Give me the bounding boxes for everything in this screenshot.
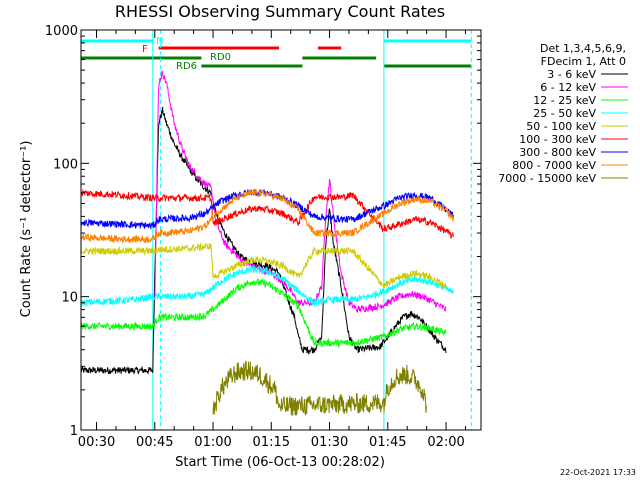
legend-label: 3 - 6 keV xyxy=(547,68,596,81)
axis-ticks: 00:30 00:45 01:00 01:15 01:30 01:45 02:00 1 10 10… xyxy=(45,24,481,450)
plot-frame xyxy=(80,29,482,431)
x-tick-label: 01:15 xyxy=(253,435,290,450)
x-tick-label: 01:45 xyxy=(369,435,406,450)
y-tick-label: 10 xyxy=(61,291,78,306)
x-tick-label: 01:30 xyxy=(311,435,348,450)
x-tick-label: 00:45 xyxy=(136,435,173,450)
y-tick-label: 1000 xyxy=(45,24,78,39)
chart-title: RHESSI Observing Summary Count Rates xyxy=(115,2,445,21)
plot-background xyxy=(81,30,481,430)
series-line-12-25-kev xyxy=(80,277,447,349)
legend-label: 12 - 25 keV xyxy=(533,94,596,107)
legend-header: Det 1,3,4,5,6,9, xyxy=(540,42,626,55)
series-line-800-7000-kev xyxy=(80,188,454,244)
legend-label: 50 - 100 keV xyxy=(526,120,596,133)
legend-label: 800 - 7000 keV xyxy=(512,159,596,172)
y-tick-label: 100 xyxy=(53,157,78,172)
annotation-rd0: RD0 xyxy=(210,52,231,63)
plot-border xyxy=(80,29,482,431)
annotation-labels: NF RD0 RD6 xyxy=(142,36,231,72)
series-line-3-6-kev xyxy=(80,106,447,375)
series-line-25-50-kev xyxy=(80,264,454,308)
series-line-300-800-kev xyxy=(80,188,454,231)
legend: Det 1,3,4,5,6,9,FDecim 1, Att 03 - 6 keV… xyxy=(498,42,628,185)
y-axis-label: Count Rate (s⁻¹ detector⁻¹) xyxy=(19,141,34,318)
legend-header: FDecim 1, Att 0 xyxy=(541,55,626,68)
series-lines xyxy=(80,70,454,416)
legend-label: 300 - 800 keV xyxy=(519,146,596,159)
x-axis-label: Start Time (06-Oct-13 00:28:02) xyxy=(175,455,385,470)
footer-timestamp: 22-Oct-2021 17:33 xyxy=(560,468,636,477)
annotation-rd6: RD6 xyxy=(176,61,197,72)
state-bars xyxy=(81,39,472,68)
legend-label: 25 - 50 keV xyxy=(533,107,596,120)
legend-label: 100 - 300 keV xyxy=(519,133,596,146)
legend-label: 6 - 12 keV xyxy=(540,81,596,94)
series-line-6-12-kev xyxy=(154,70,447,313)
x-tick-label: 00:30 xyxy=(78,435,115,450)
plot-area xyxy=(81,30,481,430)
series-line-50-100-kev xyxy=(80,242,447,289)
series-line-100-300-kev xyxy=(80,188,454,240)
annotation-n: N xyxy=(156,36,163,47)
legend-label: 7000 - 15000 keV xyxy=(498,172,596,185)
x-tick-label: 02:00 xyxy=(427,435,464,450)
annotation-f: F xyxy=(142,44,148,55)
x-tick-label: 01:00 xyxy=(194,435,231,450)
series-line-7000-15000-kev xyxy=(212,360,427,416)
y-tick-label: 1 xyxy=(70,424,78,439)
